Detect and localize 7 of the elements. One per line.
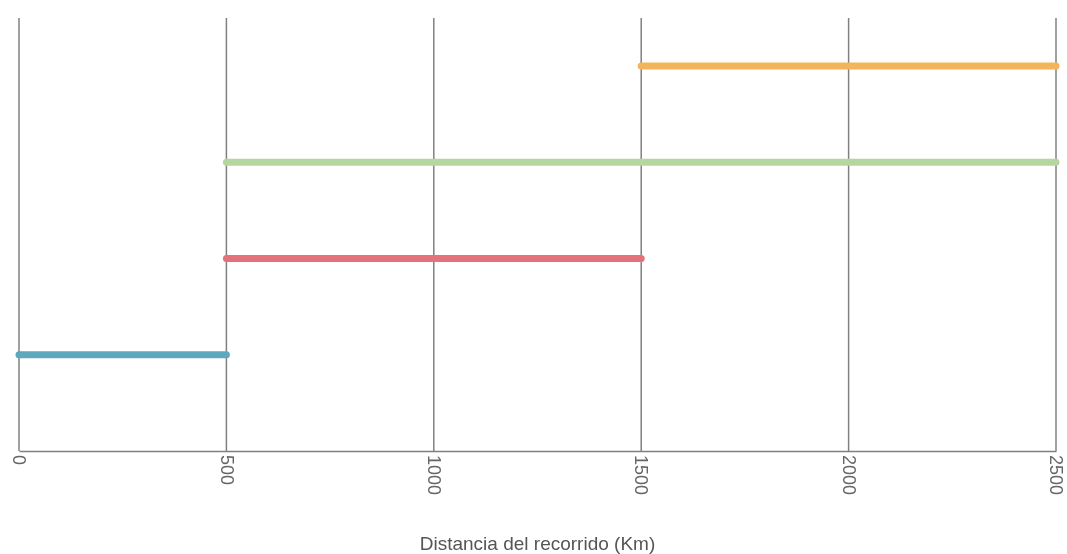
- x-tick-label: 2500: [1046, 455, 1067, 496]
- x-tick-label: 1000: [424, 455, 444, 496]
- x-tick-label: 0: [9, 455, 30, 466]
- x-tick-label: 1500: [631, 455, 652, 496]
- x-tick-label: 500: [216, 455, 237, 486]
- x-axis-title: Distancia del recorrido (Km): [419, 533, 656, 554]
- x-tick-label: 2000: [838, 455, 859, 496]
